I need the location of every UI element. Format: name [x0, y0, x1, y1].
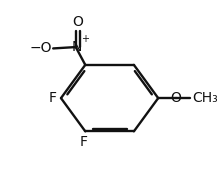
Text: CH₃: CH₃: [192, 91, 218, 105]
Text: N: N: [71, 40, 82, 54]
Text: F: F: [80, 135, 88, 149]
Text: −O: −O: [29, 41, 52, 55]
Text: O: O: [170, 91, 181, 105]
Text: O: O: [72, 15, 83, 29]
Text: +: +: [81, 34, 89, 44]
Text: F: F: [49, 91, 57, 105]
